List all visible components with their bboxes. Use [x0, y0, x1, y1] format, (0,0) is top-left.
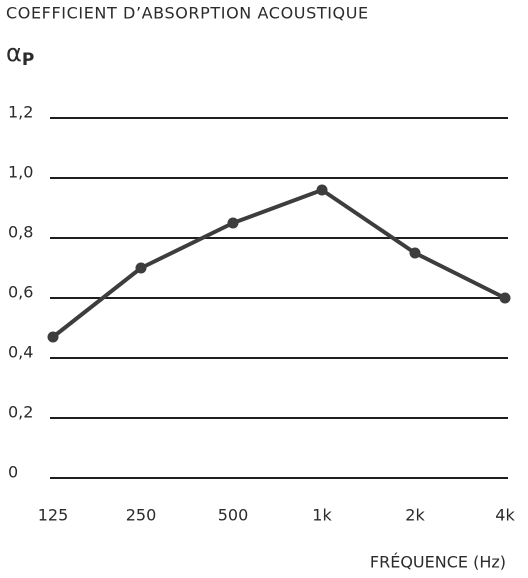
point [316, 184, 328, 196]
y-axis-subscript: P [22, 50, 34, 70]
y-axis-symbol: α [6, 39, 22, 67]
point [409, 247, 421, 259]
y-tick-label: 0,4 [8, 343, 33, 362]
point [135, 262, 147, 274]
y-tick-label: 0 [8, 463, 18, 482]
x-tick-label: 4k [495, 506, 515, 525]
x-tick-label: 125 [38, 506, 69, 525]
x-tick-label: 250 [126, 506, 157, 525]
y-tick-label: 1,2 [8, 103, 33, 122]
point [227, 217, 239, 229]
line [51, 188, 506, 339]
y-axis-label: αP [6, 39, 34, 70]
x-axis-label: FRÉQUENCE (Hz) [370, 553, 506, 572]
x-tick-label: 500 [218, 506, 249, 525]
chart-title: COEFFICIENT D’ABSORPTION ACOUSTIQUE [6, 4, 369, 23]
y-tick-label: 0,8 [8, 223, 33, 242]
point [47, 331, 59, 343]
y-tick-label: 0,6 [8, 283, 33, 302]
x-tick-label: 1k [312, 506, 332, 525]
point [499, 292, 511, 304]
x-tick-label: 2k [405, 506, 425, 525]
y-tick-label: 0,2 [8, 403, 33, 422]
y-tick-label: 1,0 [8, 163, 33, 182]
